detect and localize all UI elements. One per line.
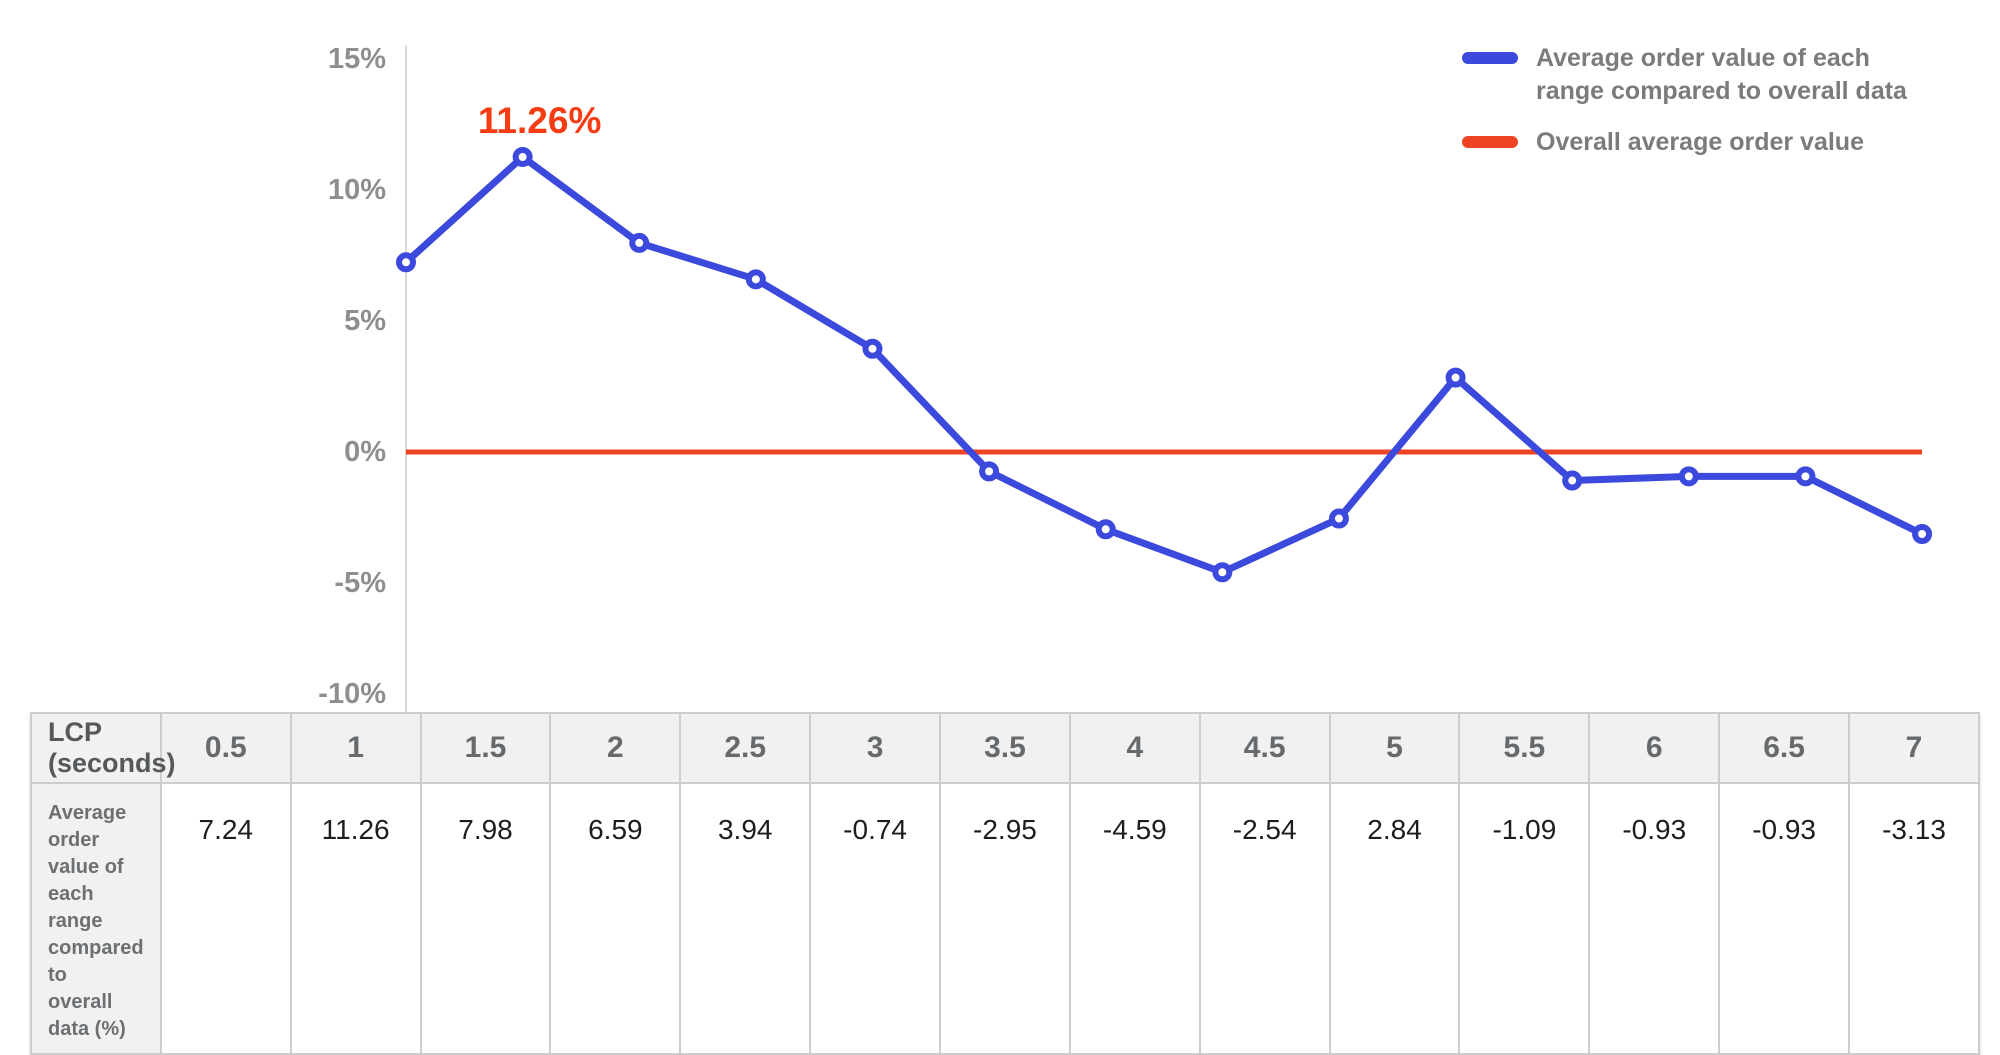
legend-swatch-icon <box>1462 135 1518 148</box>
y-axis-tick-label: -5% <box>334 567 386 599</box>
value-cell: -0.93 <box>1588 782 1721 1055</box>
data-point-marker[interactable] <box>512 146 533 167</box>
lcp-column-header: 0.5 <box>159 712 292 784</box>
y-axis-tick-label: 10% <box>328 174 386 206</box>
data-point-marker[interactable] <box>1445 367 1466 388</box>
data-point-marker[interactable] <box>979 461 1000 482</box>
lcp-column-header: 1.5 <box>419 712 552 784</box>
legend-item[interactable]: Average order value of each range compare… <box>1462 42 1907 109</box>
value-cell: 7.98 <box>419 782 552 1055</box>
value-cell: -2.95 <box>939 782 1071 1055</box>
series-line <box>402 153 1926 576</box>
lcp-column-header: 1 <box>289 712 422 784</box>
legend-item-label: Average order value of each range compare… <box>1536 44 1907 106</box>
table-value-row: Average order value of each range compar… <box>30 782 1980 1055</box>
y-axis-tick-label: 15% <box>328 43 386 75</box>
value-cell: -0.74 <box>809 782 942 1055</box>
y-axis-tick-label: 5% <box>344 305 386 337</box>
data-point-marker[interactable] <box>1095 519 1116 540</box>
value-cell: -3.13 <box>1848 782 1980 1055</box>
data-point-marker[interactable] <box>1328 508 1349 529</box>
y-axis-tick-label: 0% <box>344 436 386 468</box>
table-header-label: LCP (seconds) <box>30 712 176 784</box>
data-point-marker[interactable] <box>862 338 883 359</box>
table-header-row: LCP (seconds) 0.5 1 1.5 2 2.5 3 3.5 4 4.5 5 5.5 6 6.… <box>30 712 1980 784</box>
value-cell: -1.09 <box>1458 782 1591 1055</box>
chart-canvas: 15% 10% 5% 0% -5% -10% 11.26% <box>318 43 1933 712</box>
value-cell: 6.59 <box>549 782 682 1055</box>
peak-value-annotation: 11.26% <box>478 100 601 141</box>
legend-swatch-icon <box>1462 52 1518 64</box>
value-cell: 11.26 <box>289 782 422 1055</box>
lcp-column-header: 5.5 <box>1458 712 1591 784</box>
lcp-column-header: 2.5 <box>679 712 812 784</box>
value-cell: -4.59 <box>1068 782 1201 1055</box>
chart-legend: Average order value of each range compare… <box>1462 42 1907 159</box>
lcp-column-header: 3.5 <box>939 712 1071 784</box>
data-point-marker[interactable] <box>1795 466 1816 487</box>
lcp-column-header: 6 <box>1588 712 1721 784</box>
lcp-column-header: 2 <box>549 712 682 784</box>
y-axis-tick-label: -10% <box>318 678 386 710</box>
lcp-column-header: 4 <box>1068 712 1201 784</box>
data-point-marker[interactable] <box>745 269 766 290</box>
data-table: LCP (seconds) 0.5 1 1.5 2 2.5 3 3.5 4 4.5 5 5.5 6 6.… <box>30 712 1980 1055</box>
data-point-marker[interactable] <box>1212 562 1233 583</box>
value-cell: 2.84 <box>1328 782 1461 1055</box>
legend-item-label: Overall average order value <box>1536 127 1864 156</box>
lcp-column-header: 4.5 <box>1198 712 1331 784</box>
data-point-marker[interactable] <box>629 232 650 253</box>
legend-item[interactable]: Overall average order value <box>1462 126 1907 159</box>
lcp-column-header: 7 <box>1848 712 1980 784</box>
value-cell: -2.54 <box>1198 782 1331 1055</box>
table-row-label: Average order value of each range compar… <box>30 782 162 1055</box>
value-cell: 3.94 <box>679 782 812 1055</box>
lcp-column-header: 6.5 <box>1718 712 1851 784</box>
data-point-marker[interactable] <box>396 252 416 273</box>
value-cell: 7.24 <box>159 782 292 1055</box>
data-point-marker[interactable] <box>1678 466 1699 487</box>
lcp-column-header: 5 <box>1328 712 1461 784</box>
data-point-marker[interactable] <box>1562 470 1583 491</box>
lcp-column-header: 3 <box>809 712 942 784</box>
data-point-marker[interactable] <box>1912 524 1933 545</box>
value-cell: -0.93 <box>1718 782 1851 1055</box>
